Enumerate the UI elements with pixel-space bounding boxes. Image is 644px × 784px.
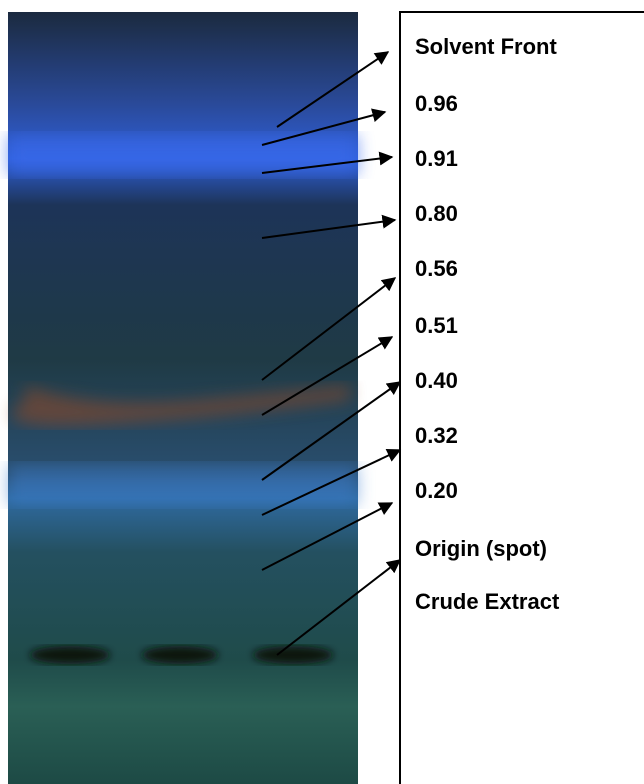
arrow	[261, 108, 387, 146]
tlc-plate	[8, 12, 358, 784]
labels: Solvent Front 0.96 0.91 0.80 0.56 0.51 0.40 0.3…	[415, 34, 560, 614]
origin-spot	[142, 646, 218, 664]
arrow	[261, 336, 394, 416]
blue-band	[8, 465, 358, 505]
label-box	[399, 11, 644, 784]
label: Solvent Front	[415, 34, 557, 59]
origin-spot	[30, 646, 110, 664]
arrow	[261, 277, 397, 381]
arrow	[261, 151, 394, 174]
arrows	[261, 51, 402, 656]
blue-band	[8, 135, 358, 175]
orange-band	[11, 385, 350, 426]
label: 0.80	[415, 201, 458, 226]
label: 0.91	[415, 146, 458, 171]
arrow	[276, 51, 390, 128]
label: 0.51	[415, 313, 458, 338]
label: 0.32	[415, 423, 458, 448]
label: Origin (spot)	[415, 536, 547, 561]
arrow	[261, 214, 397, 239]
label: 0.96	[415, 91, 458, 116]
arrow	[261, 381, 402, 481]
label: 0.56	[415, 256, 458, 281]
arrow	[261, 449, 402, 516]
label: Crude Extract	[415, 589, 560, 614]
label: 0.40	[415, 368, 458, 393]
arrow	[261, 502, 394, 571]
origin-spot	[253, 646, 333, 664]
arrow	[276, 559, 402, 656]
label: 0.20	[415, 478, 458, 503]
